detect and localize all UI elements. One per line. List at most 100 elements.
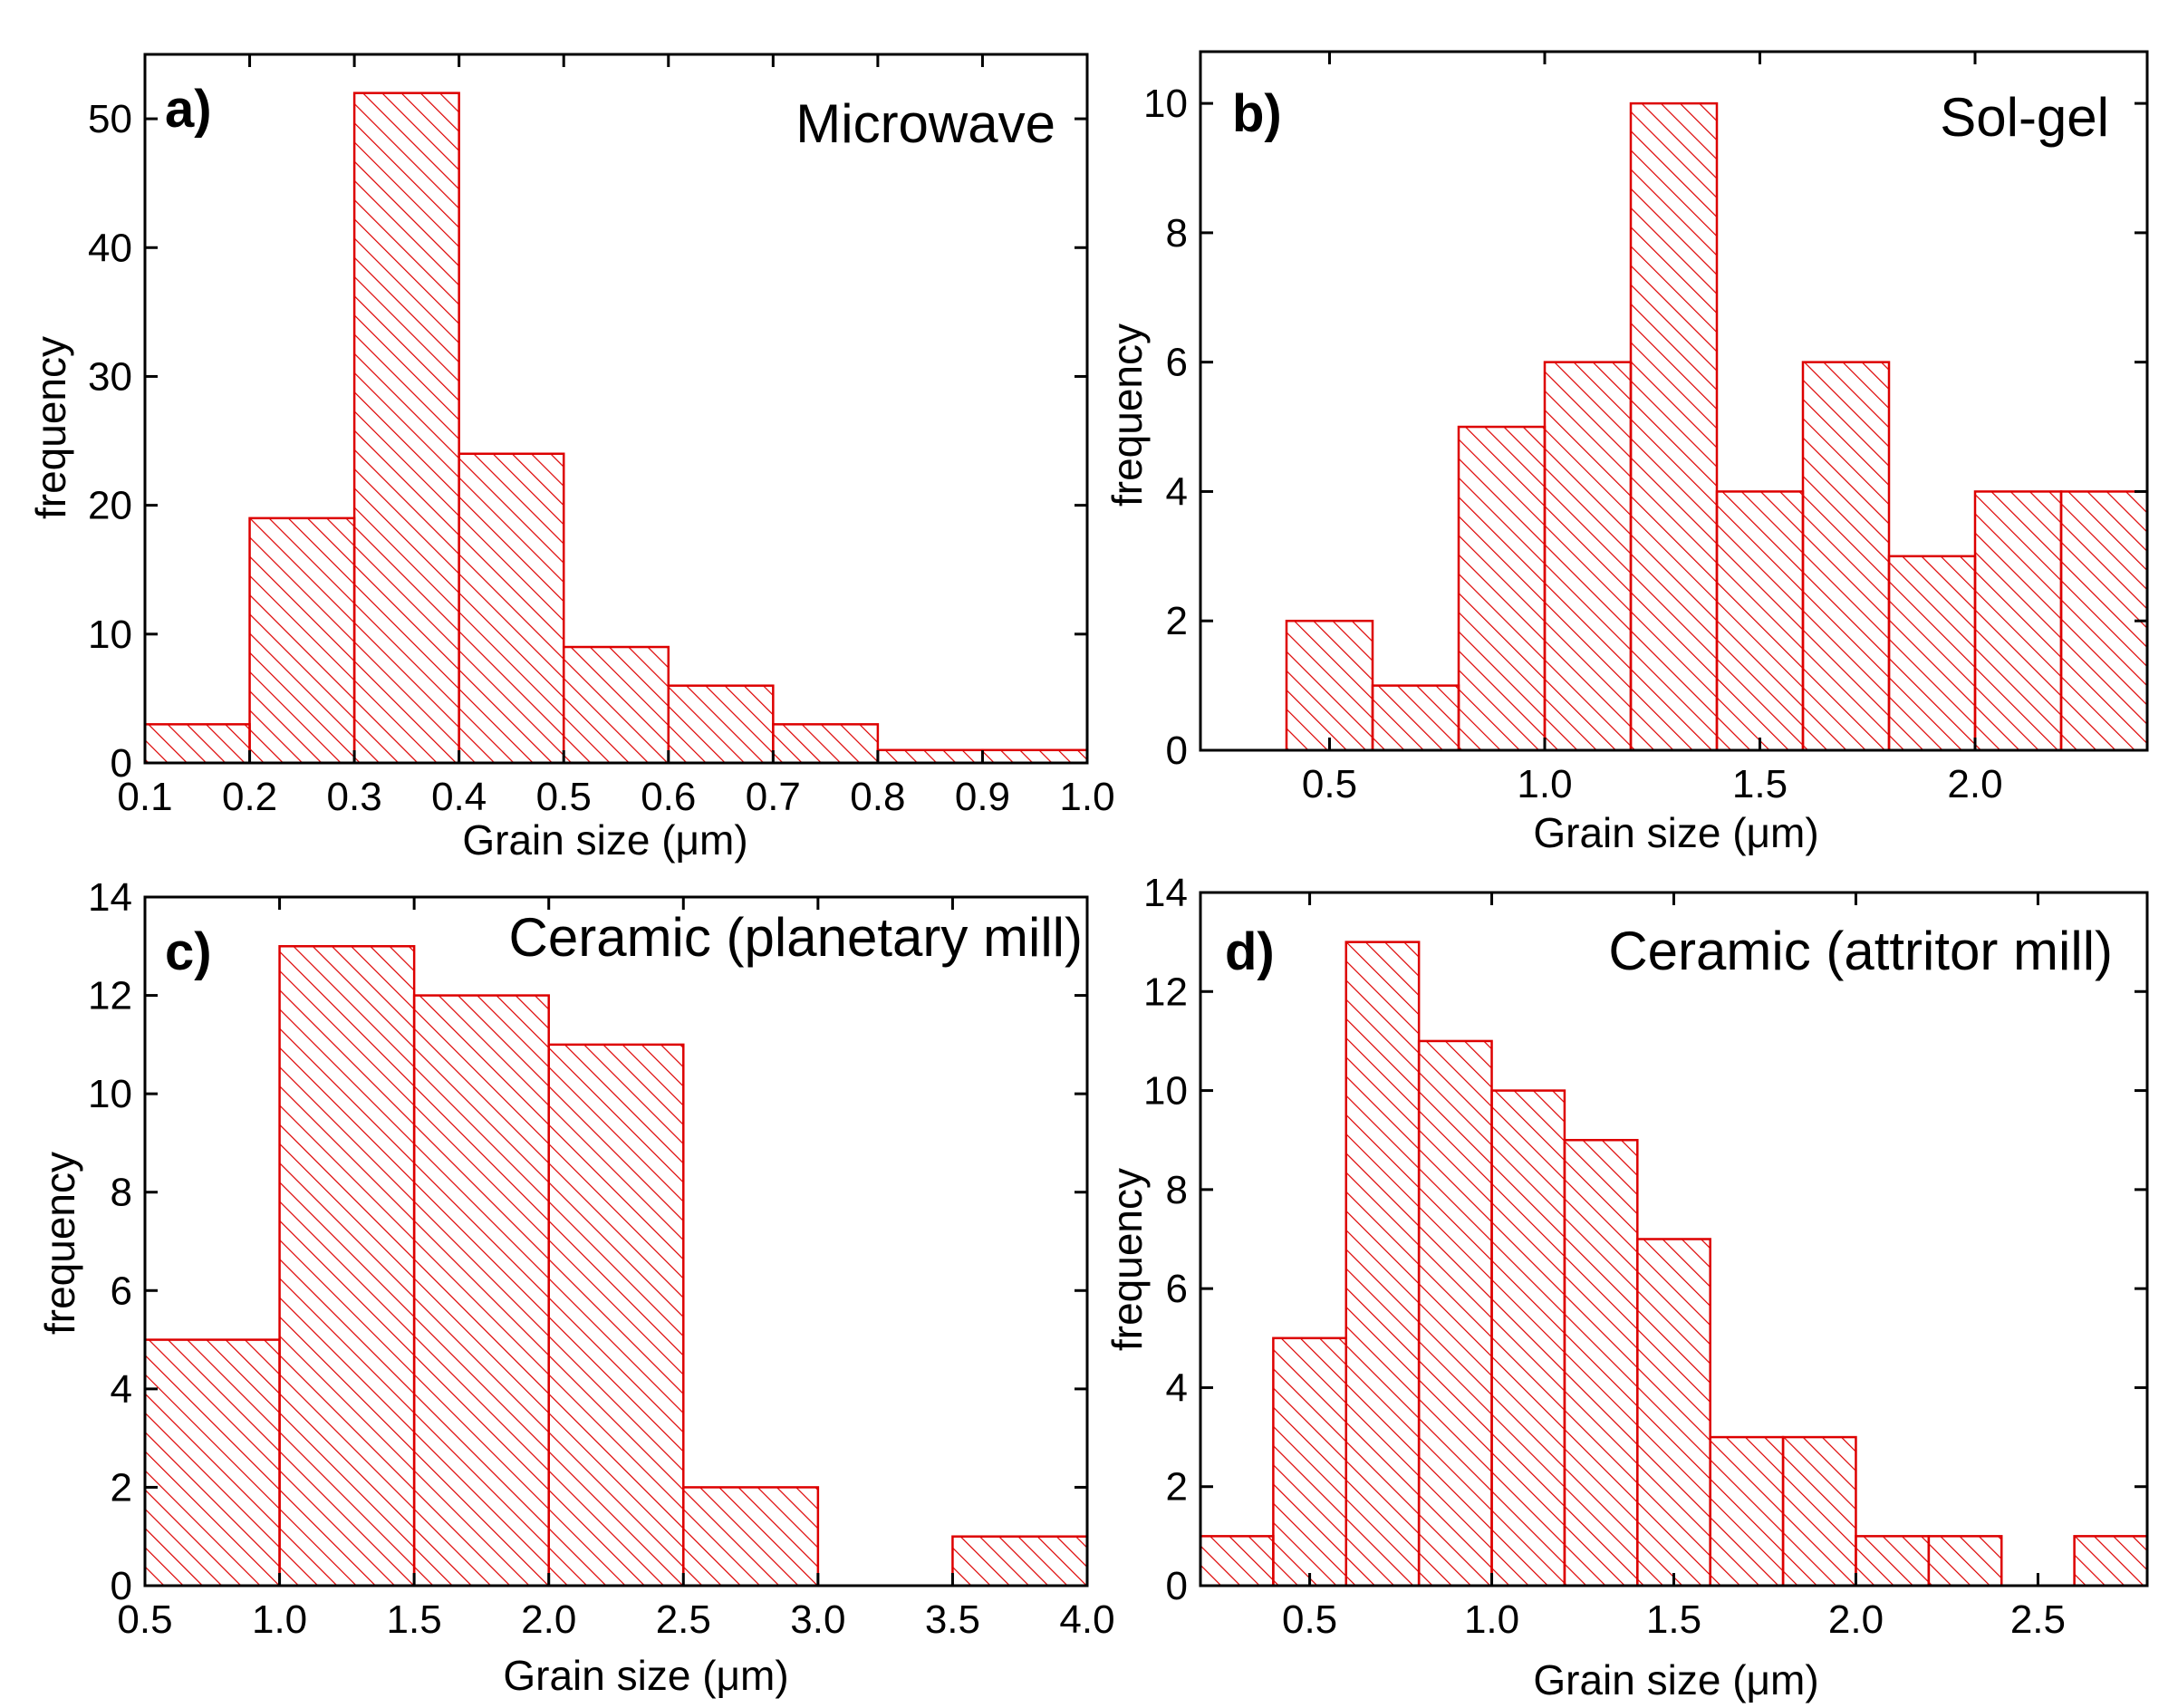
panel-c-y-tick-label-7: 14 — [88, 875, 132, 920]
panel-c: 0.5 1.0 1.5 2.0 2.5 3.0 3.5 4.0 0 2 4 6 8 10 12 14 c) C… — [36, 875, 1115, 1699]
panel-c-y-tick-label-6: 12 — [88, 974, 132, 1018]
panel-b-plot-area: 0.5 1.0 1.5 2.0 0 2 4 6 8 10 — [1143, 50, 2149, 806]
panel-c-x-tick-label-2: 1.5 — [387, 1597, 442, 1642]
panel-a-letter: a) — [165, 80, 212, 139]
panel-c-x-tick-label-1: 1.0 — [252, 1597, 307, 1642]
panel-a-bar-5 — [667, 684, 775, 765]
panel-b: 0.5 1.0 1.5 2.0 0 2 4 6 8 10 b) Sol-gel Grain siz… — [1103, 50, 2149, 856]
panel-a-axes-frame — [143, 53, 1089, 765]
panel-d-bar-9 — [1855, 1535, 1931, 1587]
panel-b-y-tick-label-5: 10 — [1143, 82, 1188, 126]
panel-a-x-tick-label-9: 1.0 — [1059, 775, 1114, 819]
panel-d-y-axis-title: frequency — [1103, 1168, 1151, 1351]
panel-a-bar-4 — [562, 645, 670, 765]
panel-a: 0.1 0.2 0.3 0.4 0.5 0.6 0.7 0.8 0.9 1.0 0 10 20 30 40 5… — [27, 53, 1115, 864]
panel-a-bar-2 — [352, 92, 460, 765]
panel-d-y-tick-label-3: 6 — [1166, 1267, 1188, 1311]
panel-c-bar-3 — [547, 1043, 685, 1587]
panel-b-title: Sol-gel — [1940, 87, 2109, 148]
panel-b-letter: b) — [1232, 84, 1282, 143]
panel-b-bar-1 — [1371, 684, 1460, 752]
panel-c-y-tick-label-3: 6 — [111, 1269, 132, 1313]
panel-a-bar-0 — [143, 723, 251, 765]
panel-b-bar-5 — [1715, 490, 1805, 752]
panel-a-x-tick-label-7: 0.8 — [850, 775, 905, 819]
panel-b-x-tick-label-2: 1.5 — [1732, 762, 1788, 806]
panel-b-x-axis-title: Grain size (μm) — [1533, 809, 1818, 856]
panel-d-bar-0 — [1199, 1535, 1275, 1587]
panel-d-bar-6 — [1636, 1238, 1711, 1587]
panel-c-bar-4 — [682, 1486, 820, 1587]
panel-d-plot-area: 0.5 1.0 1.5 2.0 2.5 0 2 4 6 8 10 12 14 — [1143, 871, 2149, 1642]
panel-b-bar-6 — [1801, 361, 1891, 752]
panel-a-title: Microwave — [795, 93, 1055, 154]
panel-c-y-tick-label-5: 10 — [88, 1072, 132, 1116]
panel-a-x-tick-label-4: 0.5 — [536, 775, 592, 819]
panel-c-bar-5 — [951, 1535, 1089, 1587]
panel-d-y-tick-label-0: 0 — [1166, 1564, 1188, 1608]
panel-a-y-tick-label-0: 0 — [111, 741, 132, 786]
panel-c-title: Ceramic (planetary mill) — [509, 907, 1083, 968]
panel-c-x-tick-label-6: 3.5 — [925, 1597, 980, 1642]
panel-a-x-tick-label-5: 0.6 — [641, 775, 696, 819]
panel-d-y-tick-label-5: 10 — [1143, 1069, 1188, 1114]
panel-c-x-tick-label-3: 2.0 — [521, 1597, 576, 1642]
panel-a-x-tick-label-0: 0.1 — [117, 775, 172, 819]
panel-a-y-axis-title: frequency — [27, 336, 74, 519]
panel-c-x-axis-title: Grain size (μm) — [503, 1652, 788, 1699]
panel-b-bar-0 — [1285, 619, 1374, 752]
panel-c-axes-frame — [143, 895, 1089, 1587]
panel-a-x-tick-label-8: 0.9 — [955, 775, 1010, 819]
panel-c-x-tick-label-0: 0.5 — [117, 1597, 172, 1642]
panel-a-bar-7 — [876, 748, 984, 765]
panel-c-x-tick-label-4: 2.5 — [656, 1597, 711, 1642]
panel-c-x-tick-label-5: 3.0 — [790, 1597, 845, 1642]
panel-a-bar-3 — [458, 452, 565, 765]
panel-d-y-tick-label-1: 2 — [1166, 1465, 1188, 1510]
panel-b-x-tick-label-3: 2.0 — [1947, 762, 2002, 806]
panel-d-bar-5 — [1563, 1138, 1639, 1587]
panel-c-bar-1 — [278, 945, 416, 1587]
panel-d-bar-2 — [1344, 941, 1421, 1587]
panel-d-letter: d) — [1225, 922, 1275, 981]
panel-d-x-tick-label-3: 2.0 — [1828, 1597, 1884, 1642]
panel-b-bar-3 — [1543, 361, 1633, 752]
panel-a-x-tick-label-2: 0.3 — [327, 775, 382, 819]
panel-c-y-axis-title: frequency — [36, 1152, 83, 1335]
panel-d-bar-10 — [1927, 1535, 2003, 1587]
panel-d-x-axis-title: Grain size (μm) — [1533, 1656, 1818, 1703]
panel-d-y-tick-label-7: 14 — [1143, 871, 1188, 915]
panel-b-y-tick-label-0: 0 — [1166, 729, 1188, 773]
panel-b-y-tick-label-4: 8 — [1166, 211, 1188, 256]
panel-c-y-tick-label-4: 8 — [111, 1171, 132, 1215]
panel-a-bar-6 — [772, 723, 880, 765]
panel-a-y-tick-label-3: 30 — [88, 354, 132, 399]
panel-a-bar-8 — [981, 748, 1089, 765]
panel-d-bar-1 — [1272, 1336, 1348, 1587]
panel-a-x-tick-label-1: 0.2 — [222, 775, 277, 819]
panel-c-y-tick-label-2: 4 — [111, 1367, 132, 1412]
panel-a-y-tick-label-5: 50 — [88, 97, 132, 141]
panel-c-bar-2 — [412, 994, 550, 1587]
panel-d-y-tick-label-2: 4 — [1166, 1365, 1188, 1410]
panel-b-axes-frame — [1199, 50, 2149, 752]
panel-b-x-tick-label-0: 0.5 — [1302, 762, 1357, 806]
panel-a-y-tick-label-1: 10 — [88, 613, 132, 657]
panel-b-y-tick-label-3: 6 — [1166, 341, 1188, 385]
panel-a-bar-1 — [248, 516, 356, 765]
panel-b-bar-2 — [1457, 425, 1547, 752]
panel-b-bar-4 — [1629, 101, 1719, 752]
panel-b-bar-7 — [1887, 555, 1977, 752]
panel-c-letter: c) — [165, 922, 212, 981]
panel-d-bar-3 — [1417, 1039, 1493, 1587]
panel-a-x-tick-label-3: 0.4 — [431, 775, 487, 819]
panel-d-x-tick-label-4: 2.5 — [2010, 1597, 2066, 1642]
panel-a-x-tick-label-6: 0.7 — [746, 775, 801, 819]
panel-d-x-tick-label-2: 1.5 — [1646, 1597, 1701, 1642]
panel-b-y-tick-label-1: 2 — [1166, 599, 1188, 643]
panel-d-x-tick-label-1: 1.0 — [1464, 1597, 1519, 1642]
panel-d-y-tick-label-4: 8 — [1166, 1168, 1188, 1212]
panel-d-title: Ceramic (attritor mill) — [1608, 921, 2113, 981]
panel-c-plot-area: 0.5 1.0 1.5 2.0 2.5 3.0 3.5 4.0 0 2 4 6 8 10 12 14 — [88, 875, 1115, 1642]
